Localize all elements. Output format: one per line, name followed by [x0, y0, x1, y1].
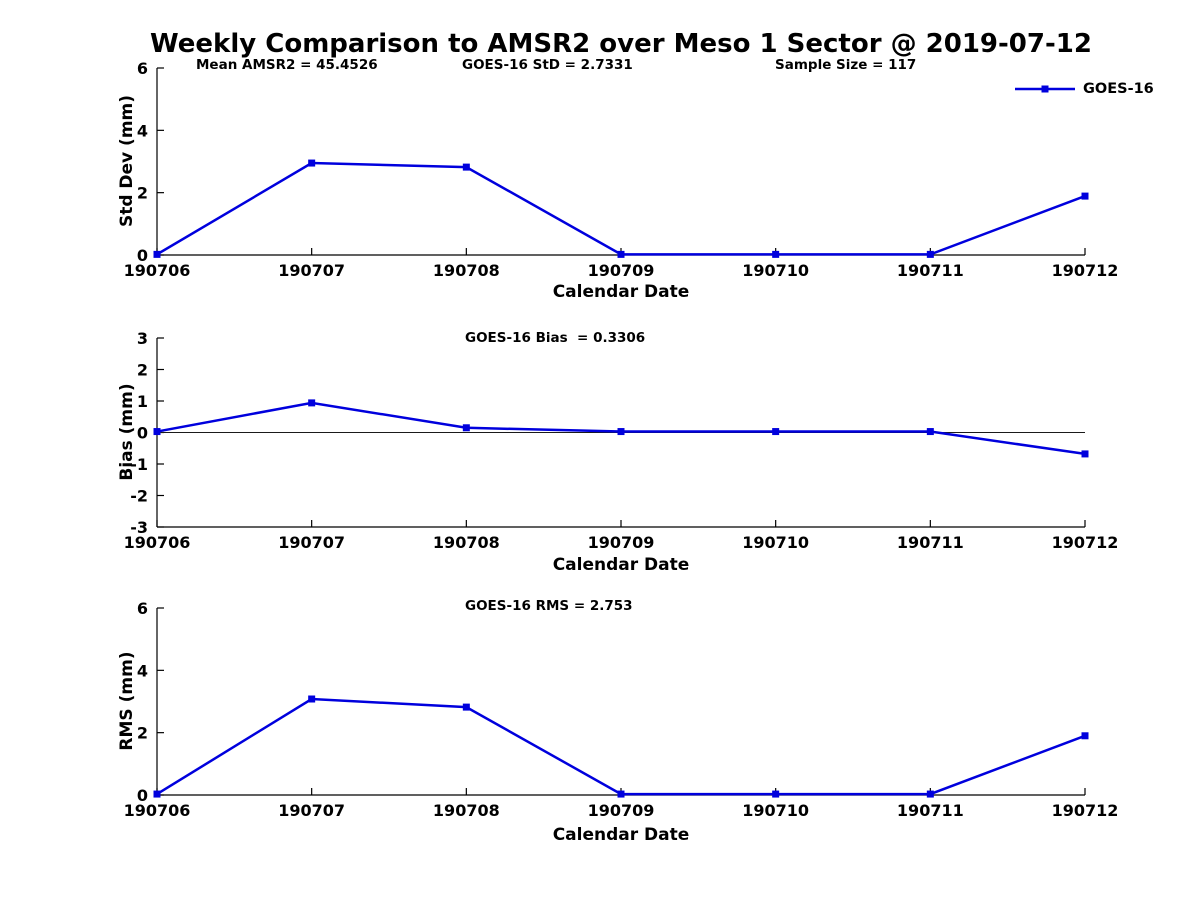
data-point-marker — [462, 424, 470, 432]
y-axis-label-std-dev: Std Dev (mm) — [117, 94, 137, 228]
y-tick-label: 2 — [137, 724, 148, 743]
subplot-std-dev: 0 2 4 6 190706 190707 190708 190709 190710 190711… — [124, 59, 1119, 280]
y-tick-label: 4 — [137, 661, 148, 680]
y-tick-label: -1 — [130, 455, 148, 474]
subplot-rms: 0 2 4 6 190706 190707 190708 190709 190710 190711… — [124, 599, 1119, 820]
x-tick-label: 190712 — [1052, 801, 1119, 820]
legend-marker — [1041, 85, 1049, 93]
data-point-marker — [926, 428, 934, 436]
subplot-bias: -3 -2 -1 0 1 2 3 190706 190707 190708 190709 190710… — [124, 329, 1119, 552]
y-tick-label: 6 — [137, 599, 148, 618]
legend: GOES-16 — [1014, 81, 1154, 97]
annotation-goes16-bias: GOES-16 Bias = 0.3306 — [465, 330, 646, 346]
x-tick-label: 190707 — [278, 261, 345, 280]
legend-label: GOES-16 — [1083, 81, 1154, 97]
x-tick-label: 190706 — [124, 533, 191, 552]
data-point-marker — [772, 428, 780, 436]
y-tick-label: 0 — [137, 786, 148, 805]
data-point-marker — [772, 250, 780, 258]
data-point-marker — [308, 159, 316, 167]
x-tick-label: 190708 — [433, 261, 500, 280]
annotation-goes16-rms: GOES-16 RMS = 2.753 — [465, 598, 633, 614]
x-tick-label: 190709 — [588, 261, 655, 280]
data-point-marker — [1081, 192, 1089, 200]
data-point-marker — [926, 250, 934, 258]
x-tick-label: 190710 — [742, 533, 809, 552]
y-tick-label: 1 — [137, 392, 148, 411]
x-tick-label: 190708 — [433, 801, 500, 820]
x-tick-label: 190712 — [1052, 261, 1119, 280]
annotation-mean-amsr2: Mean AMSR2 = 45.4526 — [196, 57, 378, 73]
x-axis-label-3: Calendar Date — [552, 825, 690, 845]
data-point-marker — [153, 250, 161, 258]
legend-line-sample — [1015, 85, 1075, 93]
x-axis-label-1: Calendar Date — [552, 282, 690, 302]
data-point-marker — [153, 428, 161, 436]
annotation-goes16-std: GOES-16 StD = 2.7331 — [462, 57, 633, 73]
y-axis-label-bias: Bias (mm) — [117, 383, 137, 481]
y-tick-label: 2 — [137, 361, 148, 380]
x-tick-label: 190712 — [1052, 533, 1119, 552]
data-point-marker — [1081, 732, 1089, 740]
y-tick-label: 0 — [137, 424, 148, 443]
x-tick-label: 190711 — [897, 261, 964, 280]
x-tick-label: 190706 — [124, 261, 191, 280]
data-point-marker — [153, 790, 161, 798]
y-tick-label: 4 — [137, 121, 148, 140]
y-tick-label: 6 — [137, 59, 148, 78]
x-tick-label: 190710 — [742, 261, 809, 280]
chart-title: Weekly Comparison to AMSR2 over Meso 1 S… — [150, 29, 1092, 59]
data-point-marker — [1081, 450, 1089, 458]
y-tick-label: -3 — [130, 518, 148, 537]
x-tick-label: 190707 — [278, 533, 345, 552]
y-tick-label: 3 — [137, 329, 148, 348]
x-tick-label: 190711 — [897, 533, 964, 552]
data-point-marker — [308, 695, 316, 703]
data-point-marker — [308, 399, 316, 407]
x-tick-label: 190708 — [433, 533, 500, 552]
x-axis-label-2: Calendar Date — [552, 555, 690, 575]
series-line-std-dev — [156, 161, 1086, 256]
y-tick-label: -2 — [130, 487, 148, 506]
data-point-marker — [617, 250, 625, 258]
x-tick-label: 190710 — [742, 801, 809, 820]
y-tick-label: 0 — [137, 246, 148, 265]
x-tick-label: 190709 — [588, 533, 655, 552]
data-point-marker — [617, 428, 625, 436]
data-point-marker — [462, 703, 470, 711]
x-tick-label: 190711 — [897, 801, 964, 820]
data-point-marker — [617, 790, 625, 798]
x-tick-label: 190706 — [124, 801, 191, 820]
data-point-marker — [772, 790, 780, 798]
data-point-marker — [462, 163, 470, 171]
y-axis-label-rms: RMS (mm) — [117, 651, 137, 751]
data-point-marker — [926, 790, 934, 798]
series-line-rms — [156, 697, 1086, 796]
y-tick-label: 2 — [137, 184, 148, 203]
x-tick-label: 190707 — [278, 801, 345, 820]
annotation-sample-size: Sample Size = 117 — [775, 57, 917, 73]
x-tick-label: 190709 — [588, 801, 655, 820]
